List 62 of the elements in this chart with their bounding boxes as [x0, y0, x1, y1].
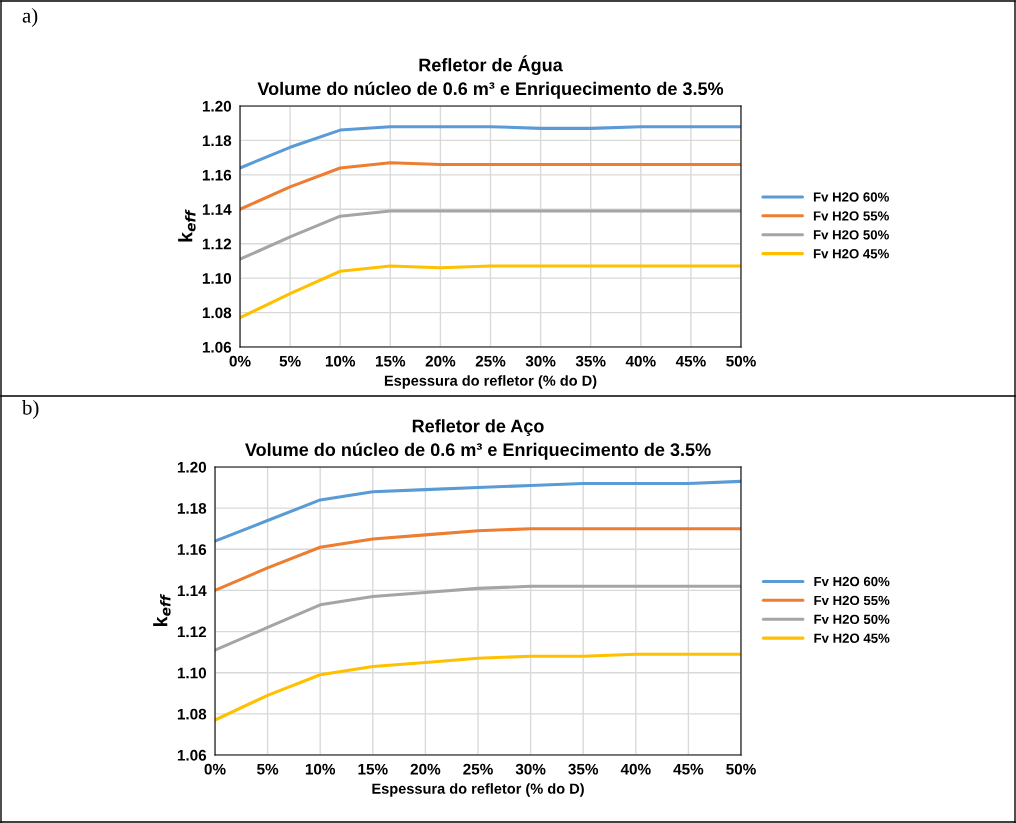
legend-label: Fv H2O 60%	[814, 576, 890, 587]
x-tick-label: 0%	[204, 763, 226, 775]
x-tick-label: 30%	[525, 355, 556, 367]
y-tick-label: 1.12	[177, 626, 207, 638]
y-tick-label: 1.10	[202, 273, 232, 284]
y-tick-label: 1.20	[177, 461, 207, 473]
line-series	[215, 479, 741, 543]
line-series	[240, 264, 741, 320]
chart-title: Refletor de Água Volume do núcleo de 0.6 m³ e Enriquecimento de 3.5%	[257, 55, 724, 99]
y-tick-label: 1.14	[177, 585, 207, 596]
x-tick-label: 0%	[229, 355, 251, 367]
line-series	[215, 652, 741, 722]
y-tick-label: 1.16	[202, 169, 232, 181]
x-tick-label: 40%	[625, 355, 656, 367]
y-tick-label: 1.16	[177, 544, 207, 555]
legend-label: Fv H2O 55%	[813, 211, 889, 221]
x-tick-label: 25%	[463, 763, 493, 775]
y-tick-label: 1.12	[202, 238, 232, 250]
y-tick-label: 1.08	[202, 307, 232, 319]
x-tick-label: 15%	[358, 763, 388, 775]
x-tick-label: 20%	[410, 763, 441, 775]
text: b)	[22, 400, 39, 419]
y-tick-label: 1.06	[177, 749, 207, 761]
x-tick-label: 40%	[620, 763, 651, 775]
y-tick-label: 1.14	[202, 204, 232, 215]
x-tick-label: 45%	[673, 763, 704, 775]
y-tick-label: 1.08	[177, 708, 207, 720]
legend-label: Fv H2O 50%	[813, 230, 889, 240]
y-axis-title: k$_{eff}$	[178, 209, 196, 242]
x-tick-label: 5%	[257, 763, 279, 775]
line-series	[215, 584, 741, 652]
chart-title: Refletor de Aço Volume do núcleo de 0.6 m³ e Enriquecimento de 3.5%	[245, 419, 711, 460]
x-axis-title: Espessura do refletor (% do D)	[384, 375, 597, 389]
line-series	[240, 125, 741, 170]
x-tick-label: 30%	[515, 763, 546, 775]
line-series	[215, 527, 741, 592]
y-tick-label: 1.20	[202, 100, 232, 112]
line-series	[240, 209, 741, 261]
x-tick-label: 50%	[726, 763, 756, 775]
y-axis-title: k$_{eff}$	[153, 593, 171, 626]
legend-label: Fv H2O 55%	[814, 595, 890, 606]
legend-label: Fv H2O 45%	[814, 633, 890, 643]
x-tick-label: 5%	[279, 355, 301, 367]
legend-label: Fv H2O 45%	[813, 249, 889, 259]
x-tick-label: 35%	[575, 355, 606, 367]
x-tick-label: 10%	[325, 355, 356, 367]
x-tick-label: 10%	[305, 763, 336, 775]
line-series	[240, 161, 741, 211]
y-tick-label: 1.10	[177, 667, 207, 679]
y-tick-label: 1.18	[177, 503, 207, 514]
legend-label: Fv H2O 50%	[814, 614, 890, 624]
x-tick-label: 45%	[675, 355, 706, 367]
x-tick-label: 25%	[475, 355, 506, 367]
legend-label: Fv H2O 60%	[813, 192, 889, 202]
y-tick-label: 1.06	[202, 341, 232, 353]
x-tick-label: 50%	[726, 355, 756, 367]
x-tick-label: 15%	[375, 355, 406, 367]
x-axis-title: Espessura do refletor (% do D)	[372, 783, 584, 797]
text: a)	[22, 8, 38, 27]
x-tick-label: 20%	[425, 355, 456, 367]
x-tick-label: 35%	[568, 763, 599, 775]
y-tick-label: 1.18	[202, 135, 232, 147]
